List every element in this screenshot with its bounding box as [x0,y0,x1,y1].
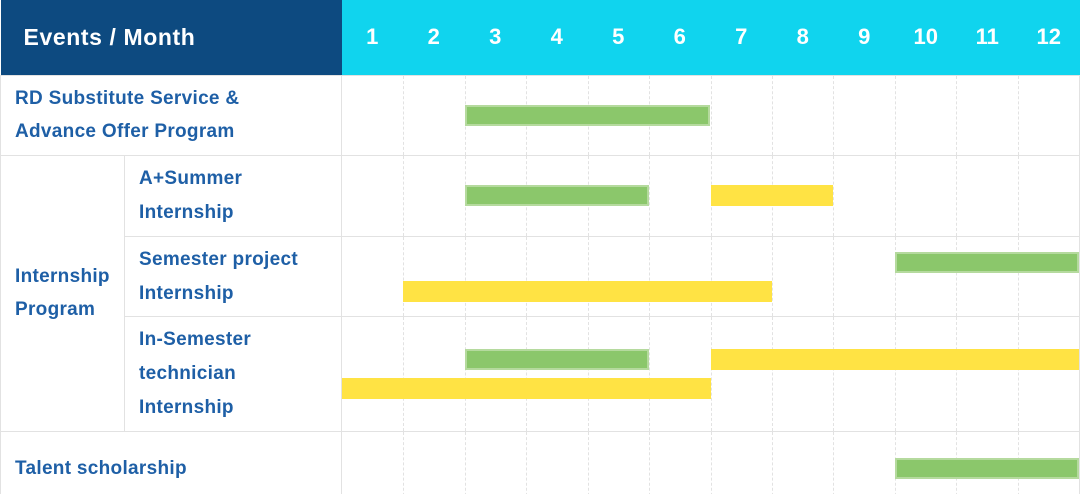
application-bar [464,349,650,371]
row-timeline [341,74,1080,157]
table-row: In-Semester technician Internship [1,316,1080,432]
event-bar [710,185,834,207]
month-header: 4 [526,0,588,75]
month-header: 2 [403,0,465,75]
row-timeline [341,430,1080,494]
month-header: 1 [341,0,403,75]
bar-line [342,280,1079,302]
row-label: Talent scholarship [0,430,342,494]
month-header: 8 [772,0,834,75]
row-label: In-Semester technician Internship [124,316,342,432]
row-timeline [341,155,1080,237]
bar-line [342,251,1079,273]
table-row: Internship Program A+Summer Internship [0,155,1080,432]
bar-line [342,185,1079,207]
bar-line [342,349,1079,371]
application-bar [464,104,711,126]
bar-line [342,104,1079,126]
month-header: 3 [464,0,526,75]
table-row: RD Substitute Service & Advance Offer Pr… [0,74,1080,157]
month-header: 7 [710,0,772,75]
month-header: 11 [956,0,1018,75]
header-row: Events / Month 1 2 3 4 5 6 7 8 9 10 11 12 [0,0,1080,75]
event-bar [403,280,772,302]
bar-line [342,458,1079,480]
month-header: 12 [1018,0,1080,75]
event-bar [710,349,1079,371]
table-row: Talent scholarship [0,430,1080,494]
bar-lines [342,76,1079,156]
gantt-body: RD Substitute Service & Advance Offer Pr… [0,74,1080,494]
application-bar [894,251,1079,273]
application-bar [894,458,1079,480]
row-label: A+Summer Internship [124,155,342,237]
row-label: RD Substitute Service & Advance Offer Pr… [0,74,342,157]
row-timeline [341,235,1080,318]
header-title: Events / Month [0,0,342,75]
month-header: 9 [833,0,895,75]
application-bar [464,185,650,207]
bar-line [342,378,1079,400]
row-timeline [341,316,1080,432]
group-label: Internship Program [0,155,125,432]
month-header: 5 [587,0,649,75]
table-row: Semester project Internship [1,235,1080,318]
row-label: Semester project Internship [124,235,342,318]
event-bar [342,378,711,400]
bar-lines [342,432,1079,494]
bar-lines [342,156,1079,236]
bar-lines [342,317,1079,430]
month-header: 6 [649,0,711,75]
bar-lines [342,237,1079,317]
month-header: 10 [895,0,957,75]
